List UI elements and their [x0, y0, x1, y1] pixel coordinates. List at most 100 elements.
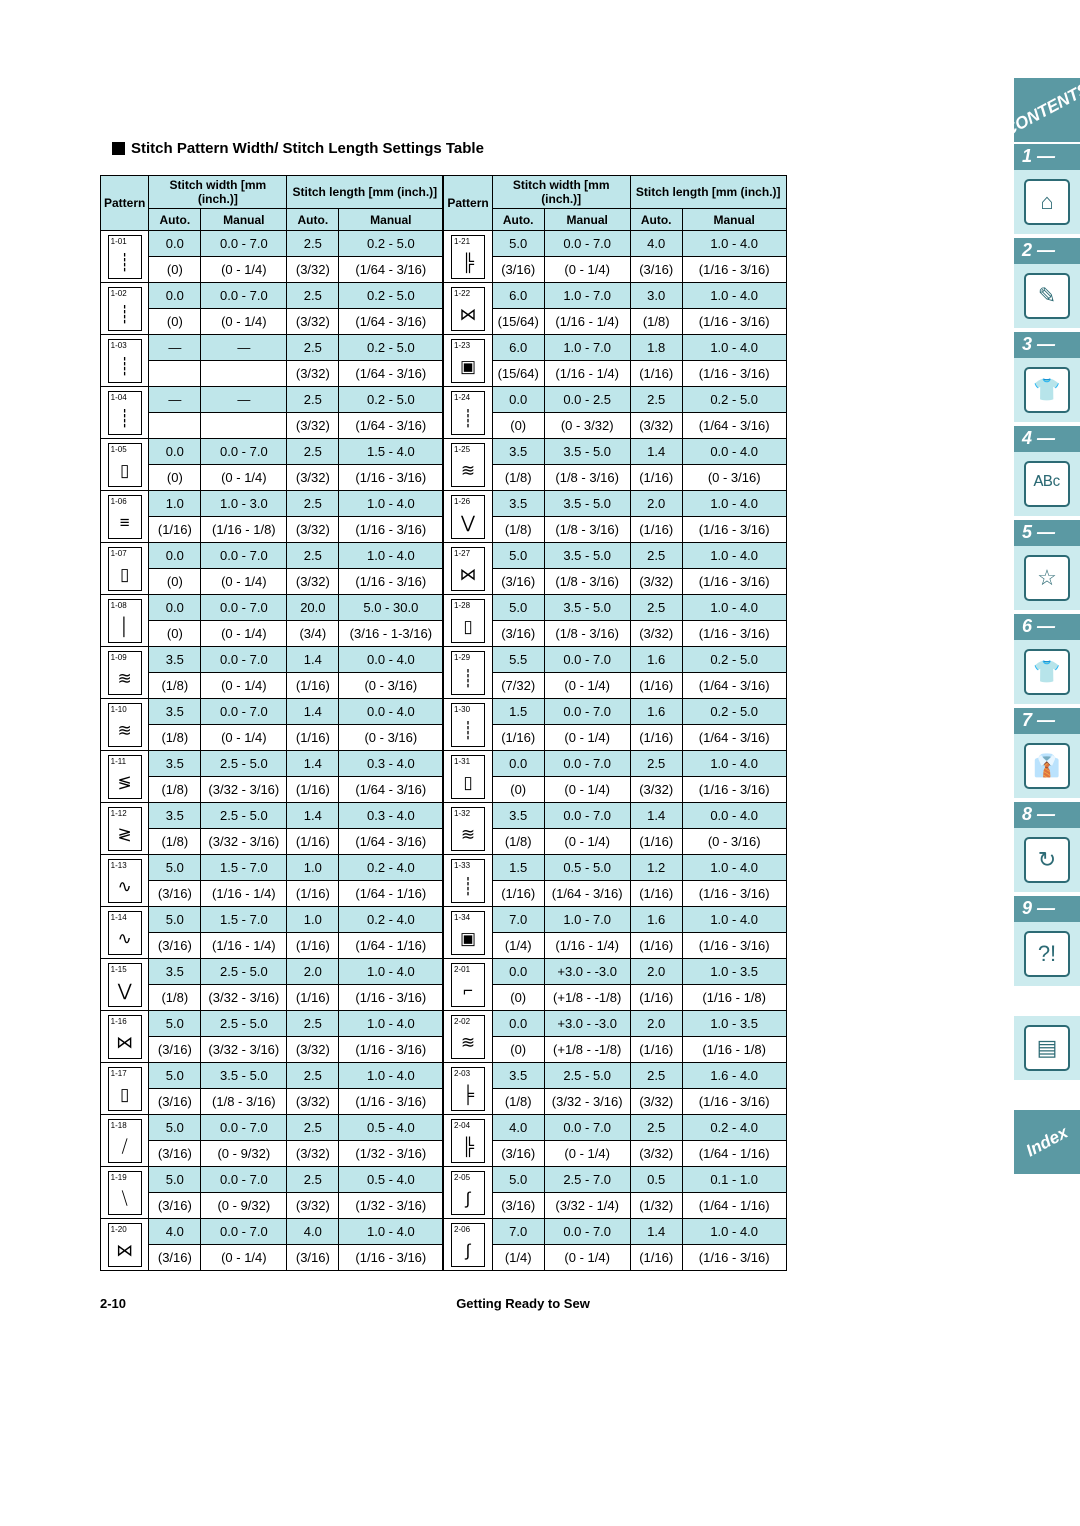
tab-section-6[interactable]: 6 —👕: [1014, 614, 1080, 706]
value-cell: 2.5: [287, 543, 339, 569]
value-cell: 0.0: [149, 231, 201, 257]
value-cell: 3.5 - 5.0: [544, 595, 630, 621]
th-pattern: Pattern: [101, 176, 149, 231]
value-cell: 5.0: [149, 907, 201, 933]
value-cell: (1/64 - 3/16): [682, 413, 786, 439]
value-cell: 5.0: [149, 855, 201, 881]
value-cell: (1/8): [492, 1089, 544, 1115]
value-cell: 3.5: [149, 803, 201, 829]
table-row: 1-06≡1.01.0 - 3.02.51.0 - 4.0: [101, 491, 443, 517]
tab-section-8[interactable]: 8 —↻: [1014, 802, 1080, 894]
value-cell: [201, 413, 287, 439]
value-cell: (1/8 - 3/16): [201, 1089, 287, 1115]
value-cell: (1/16): [287, 881, 339, 907]
value-cell: (1/16 - 3/16): [682, 1089, 786, 1115]
tab-index[interactable]: Index: [1014, 1110, 1080, 1174]
value-cell: (0 - 3/32): [544, 413, 630, 439]
table-row: (1/8)(0 - 1/4)(1/16)(0 - 3/16): [444, 829, 786, 855]
value-cell: (1/64 - 3/16): [682, 725, 786, 751]
tab-appendix[interactable]: ▤: [1014, 1016, 1080, 1108]
value-cell: +3.0 - -3.0: [544, 1011, 630, 1037]
value-cell: (3/32 - 1/4): [544, 1193, 630, 1219]
value-cell: (1/16): [287, 725, 339, 751]
value-cell: 6.0: [492, 283, 544, 309]
value-cell: (3/16): [492, 257, 544, 283]
table-row: 1-24┊0.00.0 - 2.52.50.2 - 5.0: [444, 387, 786, 413]
value-cell: (1/16 - 3/16): [682, 309, 786, 335]
value-cell: (3/16): [630, 257, 682, 283]
value-cell: (1/8): [149, 985, 201, 1011]
value-cell: (0 - 1/4): [544, 1245, 630, 1271]
th-stitch-width: Stitch width [mm (inch.)]: [149, 176, 287, 209]
table-row: (1/8)(3/32 - 3/16)(1/16)(1/64 - 3/16): [101, 777, 443, 803]
table-row: (15/64)(1/16 - 1/4)(1/8)(1/16 - 3/16): [444, 309, 786, 335]
value-cell: 0.3 - 4.0: [339, 751, 443, 777]
value-cell: 1.8: [630, 335, 682, 361]
table-row: 1-27⋈5.03.5 - 5.02.51.0 - 4.0: [444, 543, 786, 569]
value-cell: (1/16 - 3/16): [682, 361, 786, 387]
value-cell: (3/16): [492, 569, 544, 595]
value-cell: (3/16): [149, 881, 201, 907]
table-row: 1-18⧸5.00.0 - 7.02.50.5 - 4.0: [101, 1115, 443, 1141]
tab-section-3[interactable]: 3 —👕: [1014, 332, 1080, 424]
value-cell: 5.0 - 30.0: [339, 595, 443, 621]
value-cell: (3/32): [287, 1141, 339, 1167]
value-cell: 0.2 - 4.0: [682, 1115, 786, 1141]
tab-section-4[interactable]: 4 —ᴬᴮᶜ: [1014, 426, 1080, 518]
value-cell: 5.5: [492, 647, 544, 673]
value-cell: +3.0 - -3.0: [544, 959, 630, 985]
table-row: (3/16)(0 - 1/4)(3/16)(1/16 - 3/16): [101, 1245, 443, 1271]
th-auto: Auto.: [492, 209, 544, 231]
table-row: (3/16)(3/32 - 1/4)(1/32)(1/64 - 1/16): [444, 1193, 786, 1219]
value-cell: (3/32): [630, 569, 682, 595]
tab-icon: ✎: [1024, 273, 1070, 319]
tab-section-5[interactable]: 5 —☆: [1014, 520, 1080, 612]
value-cell: 1.0: [287, 907, 339, 933]
value-cell: (1/16 - 1/4): [544, 361, 630, 387]
th-stitch-width: Stitch width [mm (inch.)]: [492, 176, 630, 209]
value-cell: (0): [492, 985, 544, 1011]
value-cell: 1.5: [492, 699, 544, 725]
table-row: (3/16)(1/8 - 3/16)(3/32)(1/16 - 3/16): [444, 569, 786, 595]
tab-number: 6 —: [1014, 614, 1080, 640]
value-cell: 1.6: [630, 647, 682, 673]
table-row: (3/16)(0 - 1/4)(3/32)(1/64 - 1/16): [444, 1141, 786, 1167]
value-cell: (1/64 - 1/16): [339, 933, 443, 959]
value-cell: 0.5 - 4.0: [339, 1167, 443, 1193]
value-cell: 1.0 - 4.0: [339, 491, 443, 517]
pattern-cell: 1-22⋈: [444, 283, 492, 335]
value-cell: (3/16): [287, 1245, 339, 1271]
th-auto: Auto.: [630, 209, 682, 231]
value-cell: (3/32 - 3/16): [201, 777, 287, 803]
table-row: (1/8)(3/32 - 3/16)(1/16)(1/64 - 3/16): [101, 829, 443, 855]
table-row: 1-12≷3.52.5 - 5.01.40.3 - 4.0: [101, 803, 443, 829]
value-cell: (1/8 - 3/16): [544, 517, 630, 543]
pattern-cell: 1-13∿: [101, 855, 149, 907]
table-row: (1/4)(0 - 1/4)(1/16)(1/16 - 3/16): [444, 1245, 786, 1271]
value-cell: (0 - 3/16): [339, 725, 443, 751]
value-cell: —: [201, 387, 287, 413]
value-cell: 2.5: [287, 231, 339, 257]
tab-number: 9 —: [1014, 896, 1080, 922]
tab-contents[interactable]: CONTENTS: [1014, 78, 1080, 142]
value-cell: (0): [149, 465, 201, 491]
value-cell: (1/64 - 1/16): [682, 1193, 786, 1219]
value-cell: 2.0: [630, 491, 682, 517]
value-cell: 1.0 - 3.5: [682, 959, 786, 985]
table-row: (0)(0 - 1/4)(3/32)(1/16 - 3/16): [101, 465, 443, 491]
value-cell: 5.0: [492, 543, 544, 569]
value-cell: (0): [149, 569, 201, 595]
value-cell: (0 - 1/4): [201, 621, 287, 647]
value-cell: (3/32): [287, 1037, 339, 1063]
value-cell: (1/16 - 3/16): [339, 1245, 443, 1271]
value-cell: (0 - 1/4): [544, 257, 630, 283]
value-cell: (1/16 - 3/16): [682, 621, 786, 647]
tab-section-1[interactable]: 1 —⌂: [1014, 144, 1080, 236]
value-cell: 3.5 - 5.0: [544, 491, 630, 517]
value-cell: 2.5: [630, 751, 682, 777]
tab-section-9[interactable]: 9 —?!: [1014, 896, 1080, 988]
value-cell: 0.0: [492, 959, 544, 985]
tab-section-7[interactable]: 7 —👔: [1014, 708, 1080, 800]
table-row: 1-01┊0.00.0 - 7.02.50.2 - 5.0: [101, 231, 443, 257]
tab-section-2[interactable]: 2 —✎: [1014, 238, 1080, 330]
